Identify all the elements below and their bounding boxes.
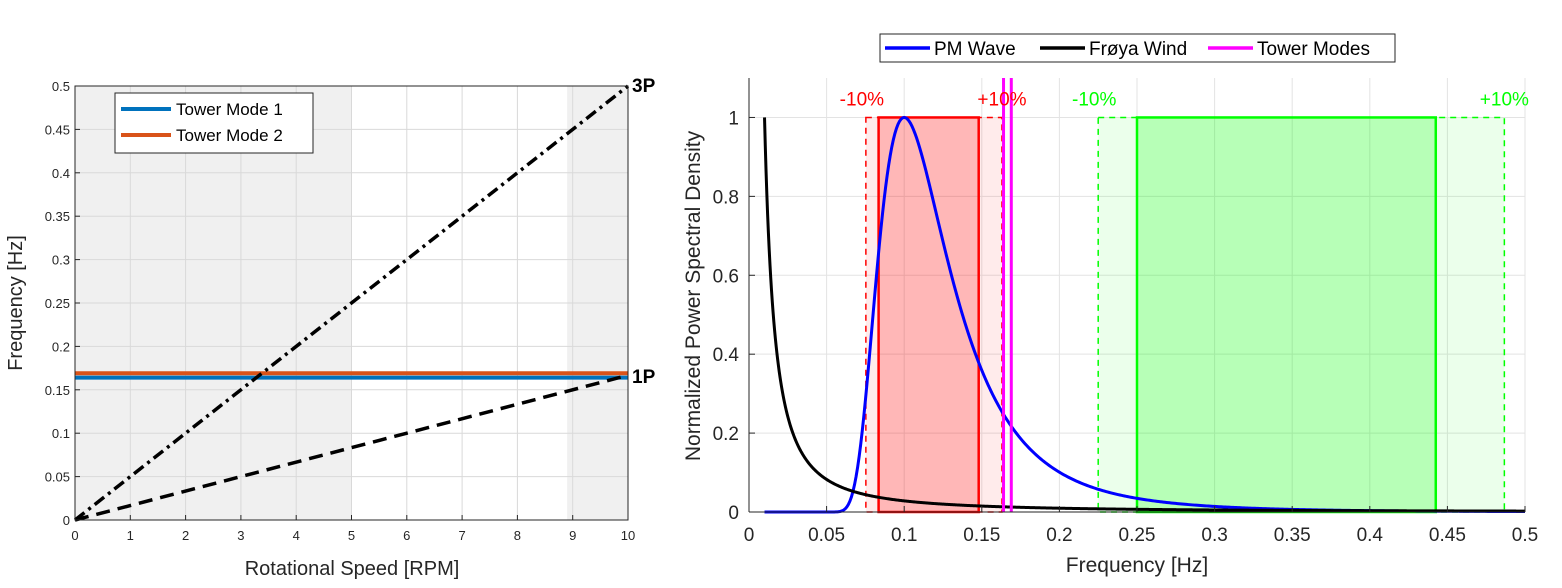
y-tick-label-0: 0 — [728, 503, 739, 524]
x-tick-label-0-15: 0.15 — [963, 525, 1000, 546]
x-tick-label-4: 4 — [293, 528, 300, 543]
y-tick-label-0-1: 0.1 — [52, 426, 70, 441]
left-tick-labels: 0 1 2 3 4 5 6 7 8 9 10 0 0.05 0.1 0.15 0.2 0.25 0.3 0.35 0.… — [45, 79, 636, 543]
x-tick-label-2: 2 — [182, 528, 189, 543]
region-label-minus-green: -10% — [1072, 89, 1116, 110]
legend-label-tower-mode-1: Tower Mode 1 — [176, 100, 283, 119]
x-tick-label-10: 10 — [621, 528, 635, 543]
right-legend-box — [879, 33, 1396, 63]
right-region-labels: -10% +10% -10% +10% — [840, 89, 1529, 110]
x-tick-label-0-25: 0.25 — [1119, 525, 1156, 546]
x-tick-label-8: 8 — [514, 528, 521, 543]
x-tick-label-0: 0 — [744, 525, 755, 546]
left-legend: Tower Mode 1 Tower Mode 2 — [114, 92, 314, 154]
y-tick-label-0-8: 0.8 — [713, 187, 739, 208]
x-tick-label-3: 3 — [237, 528, 244, 543]
legend-label-tower-mode-2: Tower Mode 2 — [176, 126, 283, 145]
x-tick-label-9: 9 — [569, 528, 576, 543]
right-tick-labels: 0 0.05 0.1 0.15 0.2 0.25 0.3 0.35 0.4 0.45 0.5 0 0.2… — [713, 108, 1539, 546]
y-tick-label-0-05: 0.05 — [45, 470, 70, 485]
region-label-plus-red: +10% — [977, 89, 1026, 110]
left-y-axis-label: Frequency [Hz] — [5, 235, 27, 371]
y-tick-label-0-15: 0.15 — [45, 383, 70, 398]
right-chart: 0 0.05 0.1 0.15 0.2 0.25 0.3 0.35 0.4 0.45 0.5 0 0.2… — [682, 33, 1539, 577]
right-y-axis-label: Normalized Power Spectral Density — [682, 130, 705, 461]
x-tick-label-1: 1 — [127, 528, 134, 543]
y-tick-label-0-6: 0.6 — [713, 266, 739, 287]
y-tick-label-0-35: 0.35 — [45, 209, 70, 224]
right-series — [763, 78, 1525, 514]
region-label-minus-red: -10% — [840, 89, 884, 110]
x-tick-label-6: 6 — [403, 528, 410, 543]
left-chart: 0 1 2 3 4 5 6 7 8 9 10 0 0.05 0.1 0.15 0.2 0.25 0.3 0.35 0.… — [5, 76, 656, 580]
region-label-plus-green: +10% — [1480, 89, 1529, 110]
y-tick-label-0-2: 0.2 — [52, 339, 70, 354]
label-3p: 3P — [632, 76, 656, 97]
legend-label-froya-wind: Frøya Wind — [1089, 39, 1187, 60]
line-3p — [73, 84, 630, 522]
core-band-green — [1137, 117, 1436, 513]
y-tick-label-0-45: 0.45 — [45, 122, 70, 137]
x-tick-label-0-3: 0.3 — [1201, 525, 1227, 546]
y-tick-label-0-5: 0.5 — [52, 79, 70, 94]
left-legend-box — [114, 92, 314, 154]
x-tick-label-0-4: 0.4 — [1357, 525, 1384, 546]
line-1p — [74, 373, 629, 522]
y-tick-label-0: 0 — [63, 513, 70, 528]
x-tick-label-0-2: 0.2 — [1046, 525, 1072, 546]
y-tick-label-0-4: 0.4 — [713, 345, 740, 366]
x-tick-label-5: 5 — [348, 528, 355, 543]
x-tick-label-0-5: 0.5 — [1512, 525, 1538, 546]
legend-label-pm-wave: PM Wave — [934, 39, 1016, 60]
x-tick-label-0-35: 0.35 — [1274, 525, 1311, 546]
y-tick-label-0-2: 0.2 — [713, 424, 739, 445]
x-tick-label-0-05: 0.05 — [808, 525, 845, 546]
x-tick-label-0: 0 — [71, 528, 78, 543]
left-x-axis-label: Rotational Speed [RPM] — [245, 558, 460, 580]
y-tick-label-0-3: 0.3 — [52, 253, 70, 268]
y-tick-label-0-25: 0.25 — [45, 296, 70, 311]
x-tick-label-0-1: 0.1 — [891, 525, 917, 546]
right-regions — [865, 116, 1506, 514]
y-tick-label-0-4: 0.4 — [52, 166, 70, 181]
y-tick-label-1: 1 — [728, 108, 739, 129]
x-tick-label-7: 7 — [458, 528, 465, 543]
legend-label-tower-modes: Tower Modes — [1257, 39, 1370, 60]
right-x-axis-label: Frequency [Hz] — [1066, 554, 1208, 577]
x-tick-label-0-45: 0.45 — [1429, 525, 1466, 546]
series-line-froya-wind — [763, 117, 1525, 513]
right-legend: PM Wave Frøya Wind Tower Modes — [879, 33, 1396, 63]
label-1p: 1P — [632, 367, 656, 388]
left-series — [73, 84, 630, 522]
